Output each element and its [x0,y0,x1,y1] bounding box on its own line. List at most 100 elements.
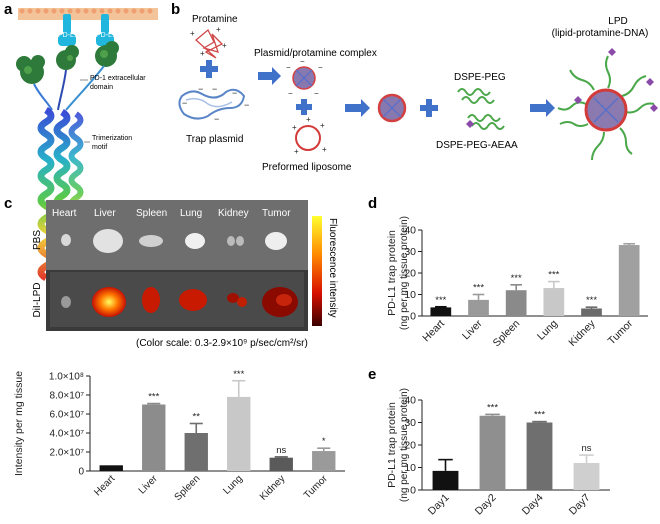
bar-lung [543,288,565,316]
bar-heart [99,465,123,471]
category-label: Kidney [566,317,598,349]
y-tick-label: 4.0×10⁷ [50,429,85,440]
category-label: Day7 [567,492,593,518]
svg-text:+: + [216,25,221,34]
y-axis-label-units: (ng per mg tissue protein) [399,216,410,330]
svg-text:−: − [232,88,237,98]
pdl1-label-left: PD-L1 [58,32,78,39]
category-label: Spleen [173,473,203,503]
row-label-dil: DiI-LPD [32,282,43,317]
category-label: Kidney [258,473,287,502]
bar-tumor [312,451,336,471]
significance-label: *** [534,410,545,421]
category-label: Heart [92,473,117,498]
significance-label: *** [148,392,159,403]
bar-spleen [184,433,208,471]
chart-e-days: 0 10 20 30 40 PD-L1 trap protein (ng per mg ti… [386,388,610,517]
significance-label: * [322,436,326,447]
bar-day1 [432,470,459,490]
organ-label-heart: Heart [52,208,77,219]
trimerization-label: Trimerization [92,135,132,142]
svg-text:−: − [214,114,219,124]
y-tick-label: 0 [410,485,416,497]
y-tick-label: 20 [404,440,416,452]
svg-text:−: − [286,63,291,72]
significance-label: *** [511,273,522,284]
complex-label: Plasmid/protamine complex [254,48,377,59]
category-label: Day2 [473,492,499,518]
category-label: Day1 [426,492,452,518]
colorbar-label: Fluorescence intensity [327,218,338,318]
organ-label-liver: Liver [94,208,116,219]
svg-text:+: + [190,29,195,38]
y-tick-label: 40 [404,395,416,407]
svg-text:−: − [288,89,293,98]
motif-label: motif [92,144,107,151]
category-label: Tumor [606,317,636,347]
category-label: Lung [221,473,245,497]
significance-label: ns [276,445,286,456]
svg-text:+: + [306,115,311,124]
category-label: Liver [137,473,161,497]
chart-c-intensity: 0 2.0×10⁷ 4.0×10⁷ 6.0×10⁷ 8.0×10⁷ 1.0×10⁸ Inte… [13,369,345,503]
svg-text:−: − [198,84,203,94]
bar-tumor [618,245,640,316]
svg-text:+: + [320,121,325,130]
panel-label-b: b [171,1,180,18]
bar-kidney [581,308,602,316]
y-tick-label: 0 [410,311,416,323]
lpd-label: LPD [608,16,627,27]
y-tick-label: 10 [404,289,416,301]
organ-label-lung: Lung [180,208,202,219]
category-label: Tumor [302,473,330,501]
y-tick-label: 6.0×10⁷ [50,410,85,421]
significance-label: *** [487,402,498,413]
svg-text:+: + [322,145,327,154]
svg-text:+: + [294,147,299,156]
significance-label: *** [233,369,244,380]
pdl1-label-right: PD-L1 [96,32,116,39]
category-label: Lung [535,318,560,343]
svg-text:+: + [222,41,227,50]
bar-day2 [479,415,506,490]
dspe-peg-aeaa-label: DSPE-PEG-AEAA [436,140,518,151]
bar-day7 [573,463,600,490]
bar-lung [227,396,251,471]
row-label-pbs: PBS [32,230,43,250]
svg-text:+: + [200,49,205,58]
chart-d-organs: 0 10 20 30 40 PD-L1 trap protein (ng per mg ti… [386,216,648,349]
significance-label: *** [586,295,597,306]
fluorescence-colorbar [312,216,322,326]
y-tick-label: 30 [404,417,416,429]
svg-text:+: + [292,123,297,132]
y-tick-label: 8.0×10⁷ [50,391,85,402]
significance-label: ** [193,412,201,423]
y-axis-label: PD-L1 trap protein [386,230,398,316]
bar-spleen [505,290,527,316]
lpd-schematic: + +++ − − −− −− − −− −− + ++ ++ [178,25,658,161]
panel-label-d: d [368,195,377,212]
lpd-full-label: (lipid-protamine-DNA) [552,28,649,39]
svg-text:−: − [182,98,187,108]
y-axis-label-units: (ng per mg tissue protein) [399,388,410,502]
liposome-label: Preformed liposome [262,162,352,173]
bar-heart [430,307,452,316]
category-label: Spleen [491,318,523,350]
y-tick-label: 30 [404,246,416,258]
panel-label-c: c [4,195,12,212]
domain-label: domain [90,84,113,91]
significance-label: *** [548,270,559,281]
category-label: Day4 [520,492,546,518]
bar-liver [142,404,166,471]
svg-text:−: − [244,100,249,110]
svg-text:−: − [314,89,319,98]
ivis-imaging [46,200,308,331]
trap-plasmid-label: Trap plasmid [186,134,243,145]
y-tick-label: 0 [78,467,84,478]
category-label: Heart [420,318,447,345]
dspe-peg-label: DSPE-PEG [454,72,506,83]
bar-day4 [526,422,553,490]
y-tick-label: 10 [404,462,416,474]
organ-label-tumor: Tumor [262,208,291,219]
